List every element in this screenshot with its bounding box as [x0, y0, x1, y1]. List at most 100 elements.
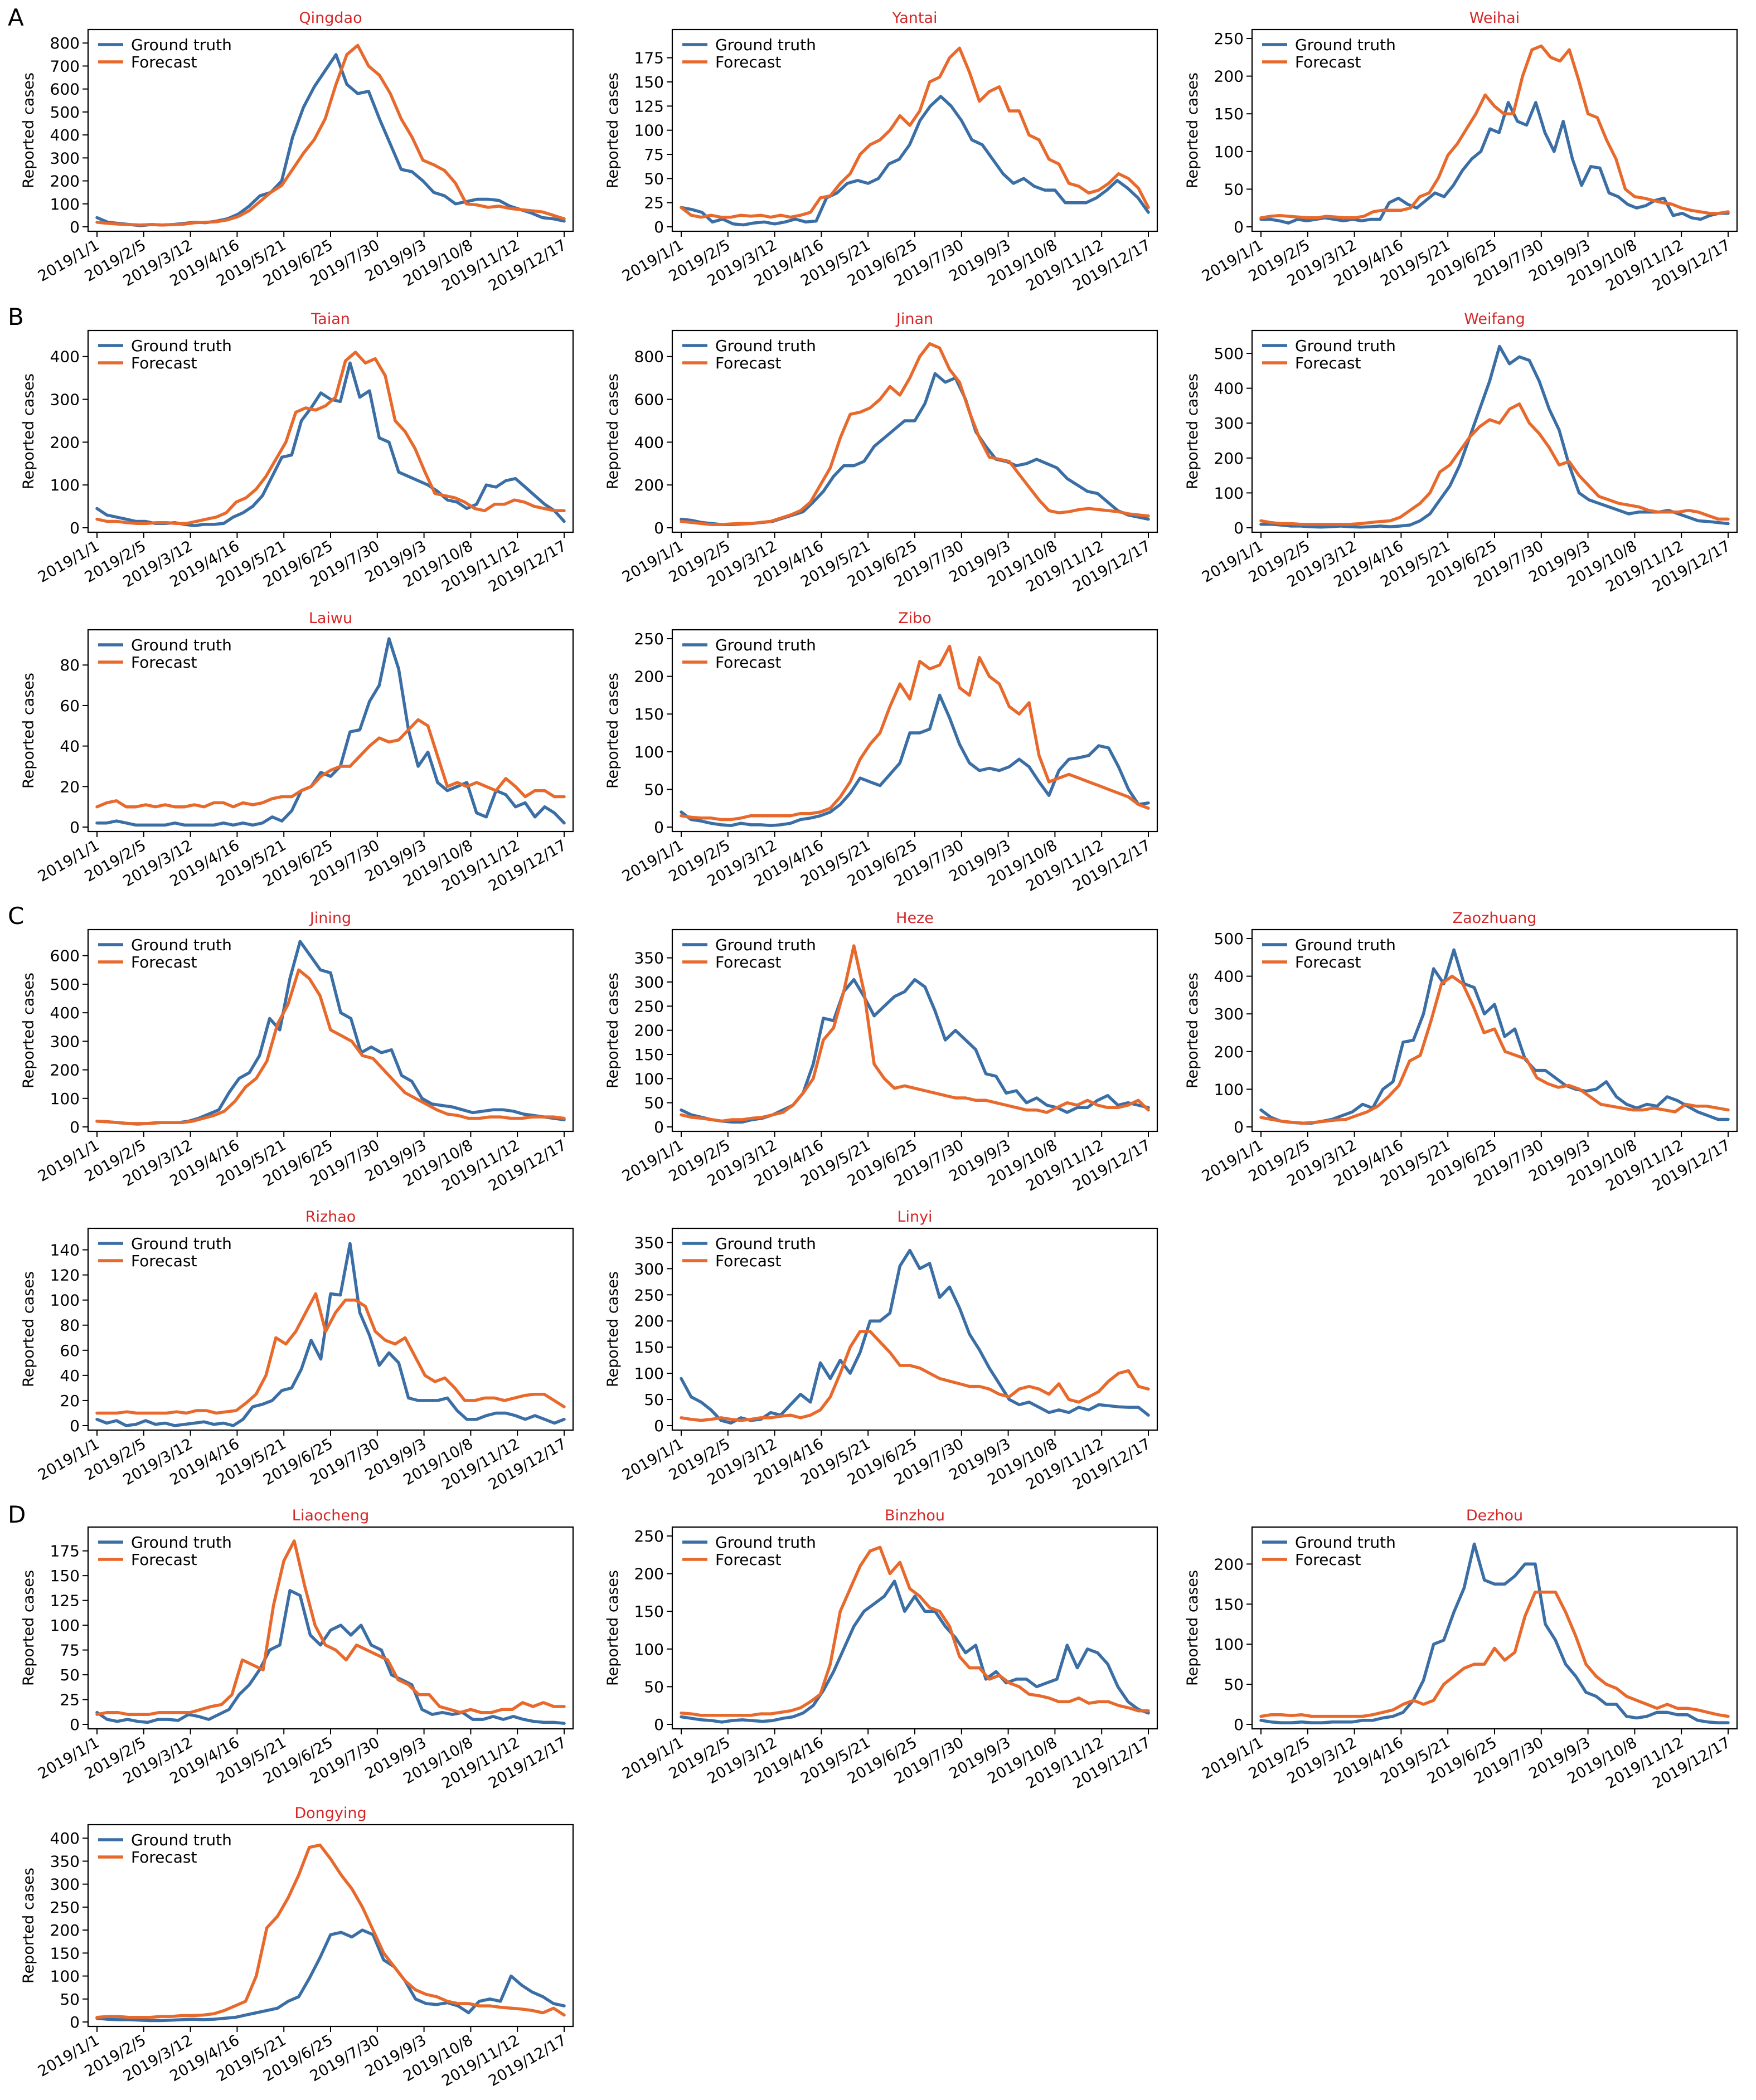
- y-tick-label: 0: [654, 818, 664, 837]
- legend-label-forecast: Forecast: [715, 953, 782, 971]
- y-tick-label: 200: [1214, 449, 1244, 468]
- y-tick-label: 150: [50, 1567, 80, 1585]
- series-line-forecast: [95, 968, 566, 1125]
- chart-title: Laiwu: [309, 610, 352, 627]
- y-tick-label: 250: [634, 630, 664, 648]
- chart-title: Liaocheng: [292, 1507, 369, 1524]
- panel-label-b: B: [8, 303, 24, 330]
- y-tick-label: 350: [634, 949, 664, 968]
- y-tick-label: 25: [644, 194, 664, 212]
- y-tick-label: 400: [50, 1829, 80, 1848]
- y-axis-label: Reported cases: [20, 373, 37, 489]
- panel-label-d: D: [8, 1501, 26, 1528]
- y-axis-label: Reported cases: [604, 973, 622, 1088]
- y-tick-label: 100: [634, 1640, 664, 1659]
- y-tick-label: 0: [654, 218, 664, 236]
- y-tick-label: 40: [60, 737, 80, 756]
- series-line-ground-truth: [680, 1579, 1150, 1724]
- series-line-forecast: [95, 43, 566, 227]
- legend-label-ground-truth: Ground truth: [715, 1533, 816, 1552]
- legend-label-ground-truth: Ground truth: [131, 1234, 232, 1253]
- series-line-forecast: [95, 1843, 566, 2019]
- chart-title: Rizhao: [305, 1208, 356, 1226]
- chart-title: Binzhou: [885, 1507, 945, 1524]
- legend-label-ground-truth: Ground truth: [715, 337, 816, 355]
- chart-title: Yantai: [891, 9, 937, 27]
- y-tick-label: 200: [50, 1921, 80, 1939]
- legend-label-ground-truth: Ground truth: [715, 1234, 816, 1253]
- y-tick-label: 100: [1214, 143, 1244, 161]
- legend-label-forecast: Forecast: [715, 1550, 782, 1569]
- y-tick-label: 700: [50, 57, 80, 75]
- series-line-ground-truth: [1259, 1542, 1730, 1724]
- y-tick-label: 200: [634, 1565, 664, 1583]
- series-line-forecast: [1259, 1590, 1730, 1718]
- y-tick-label: 100: [50, 476, 80, 494]
- chart-title: Heze: [896, 910, 934, 927]
- series-line-ground-truth: [680, 95, 1150, 227]
- y-tick-label: 40: [60, 1367, 80, 1385]
- y-tick-label: 125: [634, 97, 664, 115]
- series-line-forecast: [1259, 44, 1730, 220]
- y-tick-label: 100: [634, 743, 664, 761]
- legend-label-forecast: Forecast: [131, 53, 197, 71]
- legend-label-ground-truth: Ground truth: [1295, 36, 1396, 54]
- y-tick-label: 800: [50, 34, 80, 52]
- y-tick-label: 500: [50, 975, 80, 994]
- y-tick-label: 200: [1214, 67, 1244, 86]
- y-tick-label: 300: [50, 1875, 80, 1894]
- y-tick-label: 100: [634, 1070, 664, 1088]
- y-tick-label: 0: [70, 519, 80, 537]
- y-tick-label: 300: [50, 391, 80, 409]
- y-tick-label: 75: [644, 145, 664, 164]
- y-axis-label: Reported cases: [604, 673, 622, 789]
- panel-label-a: A: [8, 4, 24, 31]
- y-tick-label: 400: [634, 433, 664, 451]
- y-tick-label: 150: [634, 1602, 664, 1621]
- y-tick-label: 250: [634, 997, 664, 1015]
- y-tick-label: 400: [50, 348, 80, 366]
- y-axis-label: Reported cases: [20, 72, 37, 188]
- y-tick-label: 0: [654, 1715, 664, 1734]
- y-tick-label: 300: [1214, 1005, 1244, 1023]
- series-line-ground-truth: [680, 693, 1150, 828]
- y-tick-label: 0: [70, 818, 80, 837]
- chart-title: Dongying: [294, 1805, 366, 1822]
- legend-label-forecast: Forecast: [131, 653, 197, 672]
- legend-label-ground-truth: Ground truth: [131, 36, 232, 54]
- y-tick-label: 300: [634, 973, 664, 991]
- legend-label-ground-truth: Ground truth: [1295, 1533, 1396, 1552]
- chart-title: Dezhou: [1466, 1507, 1523, 1524]
- legend-label-forecast: Forecast: [1295, 53, 1361, 71]
- y-axis-label: Reported cases: [604, 1271, 622, 1387]
- y-tick-label: 140: [50, 1241, 80, 1260]
- chart-title: Qingdao: [299, 9, 362, 27]
- legend-label-forecast: Forecast: [131, 1252, 197, 1270]
- legend-label-ground-truth: Ground truth: [715, 936, 816, 954]
- y-axis-label: Reported cases: [1184, 373, 1201, 489]
- y-tick-label: 50: [644, 1391, 664, 1409]
- y-tick-label: 50: [60, 1990, 80, 2009]
- y-tick-label: 250: [50, 1898, 80, 1917]
- y-tick-label: 600: [50, 80, 80, 99]
- y-tick-label: 200: [634, 1022, 664, 1040]
- y-tick-label: 200: [50, 433, 80, 451]
- y-tick-label: 200: [1214, 1043, 1244, 1061]
- y-axis-label: Reported cases: [20, 673, 37, 789]
- y-tick-label: 500: [1214, 344, 1244, 363]
- legend-label-forecast: Forecast: [131, 1550, 197, 1569]
- y-tick-label: 100: [634, 121, 664, 140]
- y-tick-label: 400: [1214, 968, 1244, 986]
- y-tick-label: 350: [50, 1852, 80, 1870]
- chart-title: Zaozhuang: [1453, 910, 1537, 927]
- y-axis-label: Reported cases: [1184, 973, 1201, 1088]
- chart-title: Weihai: [1469, 9, 1520, 27]
- y-axis-label: Reported cases: [20, 1271, 37, 1387]
- y-tick-label: 0: [1234, 519, 1244, 537]
- y-tick-label: 350: [634, 1233, 664, 1252]
- legend-label-ground-truth: Ground truth: [1295, 936, 1396, 954]
- y-tick-label: 600: [634, 391, 664, 409]
- y-tick-label: 0: [70, 1118, 80, 1136]
- series-line-forecast: [1259, 402, 1730, 526]
